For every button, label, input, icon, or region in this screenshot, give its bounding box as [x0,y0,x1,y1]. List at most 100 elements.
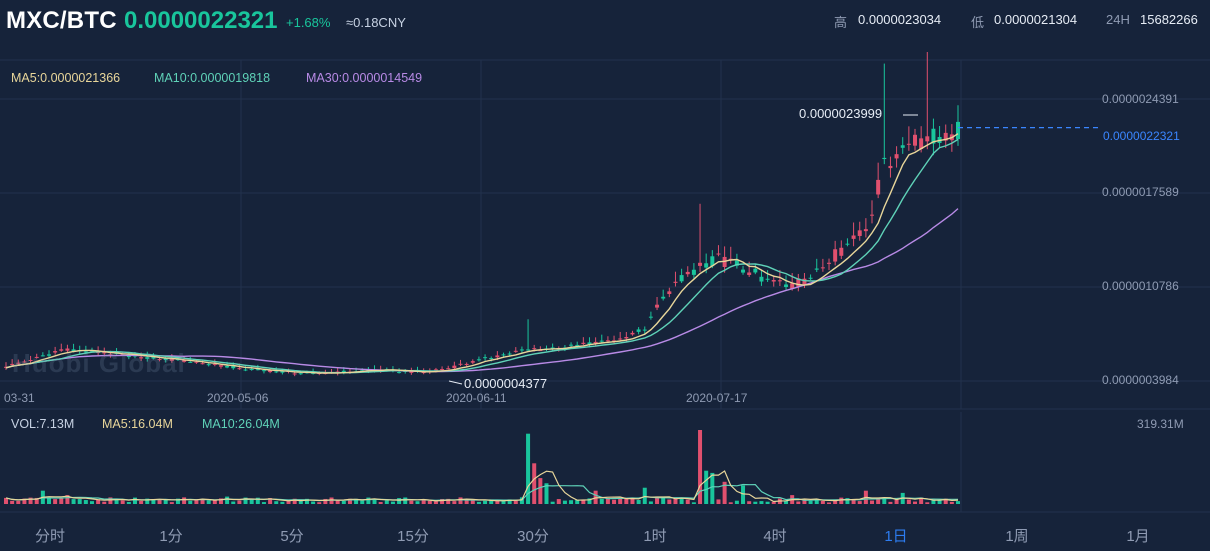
volume-bar [390,501,395,504]
volume-bar [280,501,285,504]
candle-body [206,364,211,366]
kline-chart[interactable] [0,52,1210,519]
x-tick-label: 03-31 [4,391,35,405]
tab-1month[interactable]: 1月 [1126,528,1150,545]
candle-body [22,361,27,363]
volume-bar [378,502,383,504]
candle-body [624,336,629,339]
volume-bar [734,500,739,504]
volume-bar [249,498,254,504]
volume-bar [808,500,813,504]
volume-bar [218,498,223,504]
candle-body [421,372,426,374]
volume-bar [556,499,561,504]
volume-bar [243,497,248,504]
candle-body [716,253,721,255]
tab-4hour[interactable]: 4时 [763,528,787,545]
volume-bar [16,500,21,504]
volume-bar [538,478,543,504]
volume-bar [882,497,887,504]
candle-body [777,280,782,282]
volume-bar [870,500,875,504]
volume-bar [507,499,512,504]
tab-30min[interactable]: 30分 [517,528,549,545]
tab-timeline[interactable]: 分时 [34,528,66,545]
volume-bar [655,498,660,504]
volume-bar [151,499,156,504]
volume-bar [857,501,862,504]
volume-bar [913,501,918,504]
tab-1day[interactable]: 1日 [884,528,908,545]
kline-chart-area[interactable]: Huobi Global MA5:0.0000021366 MA10:0.000… [0,52,1210,519]
candle-body [255,369,260,371]
candle-body [157,359,162,361]
candle-body [40,355,45,357]
volume-bar [599,498,604,504]
tab-1week[interactable]: 1周 [1005,528,1029,545]
candle-body [464,363,469,365]
candle-body [526,349,531,351]
chart-overlay [448,114,1098,385]
volume-bar [360,500,365,504]
volume-bar [182,497,187,504]
candle-body [16,362,21,364]
candle-body [845,243,850,245]
candle-body [581,342,586,344]
volume-bar [839,497,844,504]
moving-average-lines [5,133,959,374]
candle-body [440,369,445,371]
y-tick-label: 0.0000024391 [1102,92,1179,106]
volume-bar [845,498,850,504]
candle-body [65,348,70,351]
volume-bar [335,500,340,504]
candle-body [710,256,715,267]
candle-body [679,275,684,282]
volume-ma10-line [5,483,959,502]
candle-body [452,365,457,369]
high-value: 0.0000023034 [858,12,942,27]
trading-pair[interactable]: MXC/BTC [6,7,117,34]
volume-bar [46,498,51,504]
volume-bar [22,498,27,504]
current-price-label: 0.0000022321 [1103,129,1180,143]
candle-body [182,359,187,362]
candle-body [28,359,33,361]
candle-body [882,157,887,160]
volume-bar [4,497,8,504]
candle-body [71,349,76,352]
volume-bar [114,498,119,504]
legend-vol-ma5: MA5:16.04M [102,417,173,431]
volume-bar [667,499,672,504]
volume-bar [83,500,88,504]
candle-body [636,329,641,332]
candle-body [839,247,844,256]
tab-5min[interactable]: 5分 [280,528,304,545]
candle-body [802,278,807,285]
tab-1hour[interactable]: 1时 [643,528,667,545]
candle-body [857,230,862,236]
x-tick-label: 2020-07-17 [686,391,748,405]
candle-body [931,128,936,144]
volume-bar [464,499,469,504]
volume-bar [102,501,107,504]
tab-1min[interactable]: 1分 [159,528,183,545]
volume-bar [415,501,420,504]
tab-15min[interactable]: 15分 [397,528,429,545]
high-label: 高 [834,15,848,30]
candle-body [243,369,248,371]
candle-body [458,363,463,365]
volume-bar [206,500,211,504]
candle-body [642,329,647,331]
x-tick-label: 2020-05-06 [207,391,269,405]
candle-body [550,347,555,349]
volume-bar [943,498,948,504]
ma5-line [5,133,959,374]
volume-bar [618,497,623,504]
candle-body [906,143,911,145]
volume-bar [636,500,641,504]
legend-volume: VOL:7.13M [11,417,75,431]
volume-bar [765,501,770,504]
min-price-pointer [448,380,463,385]
candle-body [218,365,223,367]
volume-bar [753,501,758,504]
